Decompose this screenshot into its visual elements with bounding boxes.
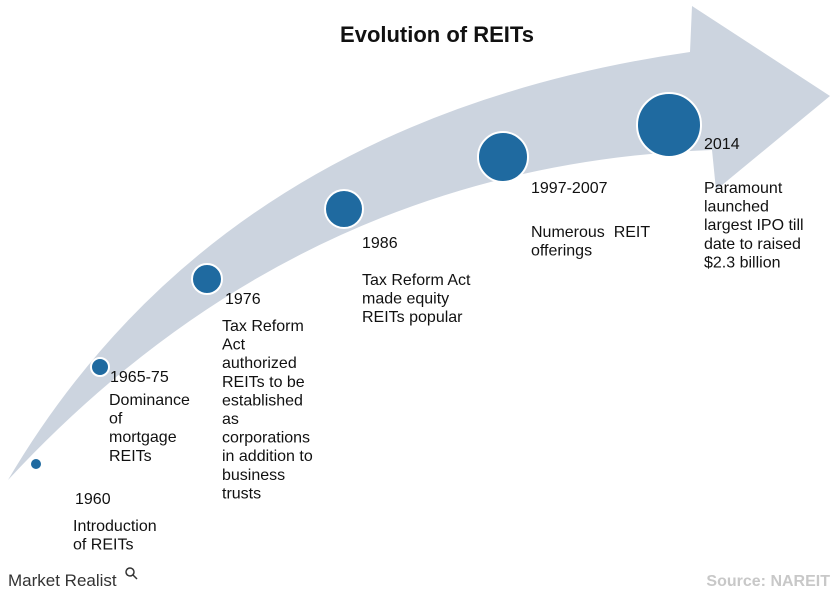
milestone-text: REITs popular — [362, 309, 463, 326]
milestone-year: 1960 — [75, 491, 111, 508]
milestone-dot — [90, 357, 110, 377]
milestone-text: $2.3 billion — [704, 254, 781, 271]
milestone-dots — [29, 92, 702, 471]
milestone-text: Tax Reform Act — [362, 272, 471, 289]
milestone-year: 1986 — [362, 235, 398, 252]
milestone-dot — [29, 457, 43, 471]
milestone-text: offerings — [531, 243, 592, 260]
brand-icon — [125, 567, 138, 580]
brand: Market Realist — [8, 571, 117, 590]
milestone-text: in addition to — [222, 448, 313, 465]
milestone-dot — [636, 92, 702, 158]
milestone-dot — [191, 263, 223, 295]
milestone-text: launched — [704, 199, 769, 216]
milestone-text: REITs — [109, 448, 152, 465]
milestone-year: 1976 — [225, 291, 261, 308]
milestone-text: REITs to be — [222, 374, 305, 391]
milestone-text: as — [222, 411, 239, 428]
milestone-text: established — [222, 392, 303, 409]
milestone-text: business — [222, 467, 285, 484]
milestone-text: Tax Reform — [222, 318, 304, 335]
milestone-text: made equity — [362, 291, 449, 308]
milestone-text: largest IPO till — [704, 217, 804, 234]
milestone-text: Act — [222, 337, 246, 354]
milestone-text: mortgage — [109, 429, 177, 446]
milestone-text: corporations — [222, 430, 310, 447]
milestone-dot — [477, 131, 529, 183]
milestone-text: Paramount — [704, 180, 783, 197]
milestone-text: of REITs — [73, 537, 133, 554]
milestone-text: Introduction — [73, 518, 157, 535]
milestone-text: Numerous REIT — [531, 224, 650, 241]
milestone-text: trusts — [222, 485, 261, 502]
milestone-text: Dominance — [109, 392, 190, 409]
title: Evolution of REITs — [340, 22, 534, 47]
milestone-text: date to raised — [704, 236, 801, 253]
milestone-dot — [324, 189, 364, 229]
milestone-year: 1965-75 — [110, 369, 169, 386]
milestone-year: 2014 — [704, 136, 740, 153]
milestone-text: authorized — [222, 355, 297, 372]
timeline-arrow — [8, 6, 830, 480]
milestone-year: 1997-2007 — [531, 180, 608, 197]
source: Source: NAREIT — [706, 573, 830, 590]
milestone-text: of — [109, 411, 123, 428]
